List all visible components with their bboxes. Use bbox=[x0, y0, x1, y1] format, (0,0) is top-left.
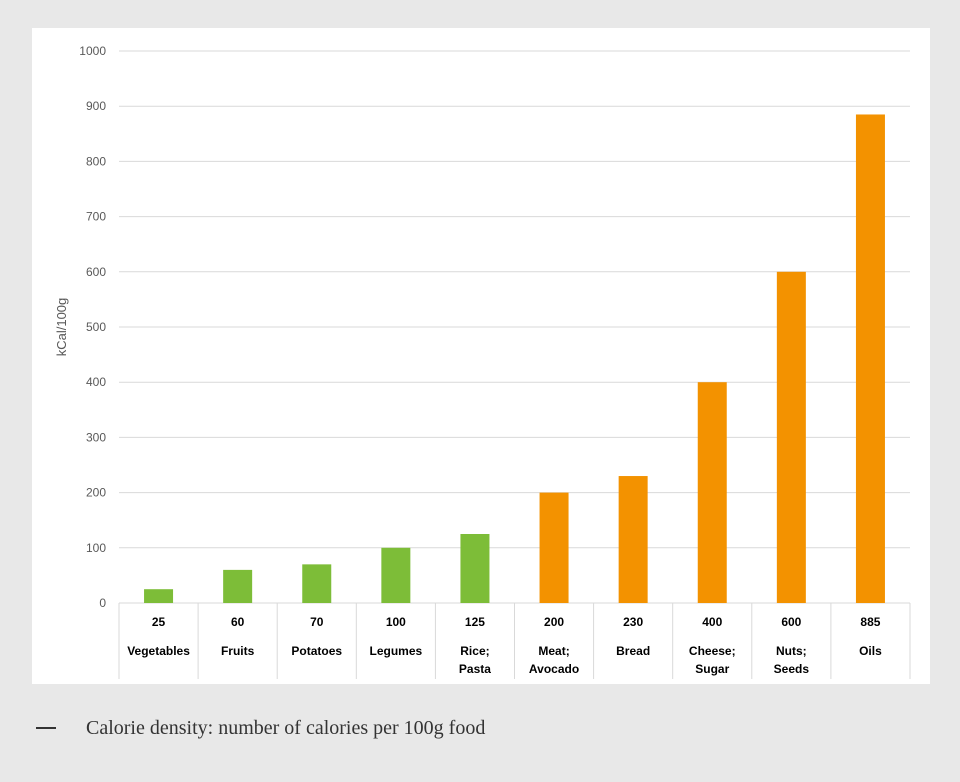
y-tick-label-800: 800 bbox=[86, 154, 106, 168]
bar-5 bbox=[539, 492, 569, 603]
y-tick-label-200: 200 bbox=[86, 486, 106, 500]
y-axis-title: kCal/100g bbox=[54, 298, 69, 357]
category-label-4-0: Rice; bbox=[460, 644, 489, 658]
y-tick-label-900: 900 bbox=[86, 99, 106, 113]
value-label-8: 600 bbox=[781, 615, 801, 629]
y-tick-label-300: 300 bbox=[86, 430, 106, 444]
category-label-8-0: Nuts; bbox=[776, 644, 807, 658]
y-tick-label-1000: 1000 bbox=[79, 44, 106, 58]
bar-4 bbox=[460, 534, 490, 603]
category-label-9-0: Oils bbox=[859, 644, 882, 658]
y-tick-label-600: 600 bbox=[86, 265, 106, 279]
category-label-2-0: Potatoes bbox=[291, 644, 342, 658]
y-tick-label-400: 400 bbox=[86, 375, 106, 389]
chart-panel: 0 100 200 300 400 500 600 700 800 900 1000 kCal/100… bbox=[32, 28, 930, 684]
calorie-density-chart: 0 100 200 300 400 500 600 700 800 900 1000 kCal/100… bbox=[54, 44, 911, 679]
bar-0 bbox=[144, 589, 174, 603]
bar-3 bbox=[381, 547, 411, 603]
figure-caption: Calorie density: number of calories per … bbox=[36, 712, 916, 744]
category-label-7-1: Sugar bbox=[695, 662, 729, 676]
bar-9 bbox=[855, 114, 885, 603]
bar-1 bbox=[223, 569, 253, 603]
y-tick-label-500: 500 bbox=[86, 320, 106, 334]
y-tick-label-100: 100 bbox=[86, 541, 106, 555]
bar-6 bbox=[618, 476, 648, 603]
value-label-9: 885 bbox=[860, 615, 880, 629]
bar-7 bbox=[697, 382, 727, 603]
category-label-7-0: Cheese; bbox=[689, 644, 736, 658]
y-tick-label-0: 0 bbox=[99, 596, 106, 610]
bar-2 bbox=[302, 564, 332, 603]
category-label-6-0: Bread bbox=[616, 644, 650, 658]
category-label-8-1: Seeds bbox=[774, 662, 810, 676]
value-label-6: 230 bbox=[623, 615, 643, 629]
value-label-5: 200 bbox=[544, 615, 564, 629]
value-label-2: 70 bbox=[310, 615, 324, 629]
category-label-1-0: Fruits bbox=[221, 644, 255, 658]
bar-8 bbox=[776, 271, 806, 603]
caption-text: Calorie density: number of calories per … bbox=[86, 716, 486, 739]
category-label-5-1: Avocado bbox=[529, 662, 579, 676]
value-label-0: 25 bbox=[152, 615, 166, 629]
value-label-3: 100 bbox=[386, 615, 406, 629]
caption-dash bbox=[36, 727, 56, 729]
y-tick-label-700: 700 bbox=[86, 210, 106, 224]
category-label-3-0: Legumes bbox=[370, 644, 423, 658]
value-label-1: 60 bbox=[231, 615, 245, 629]
category-label-4-1: Pasta bbox=[459, 662, 491, 676]
category-label-5-0: Meat; bbox=[538, 644, 569, 658]
value-label-4: 125 bbox=[465, 615, 485, 629]
value-label-7: 400 bbox=[702, 615, 722, 629]
category-label-0-0: Vegetables bbox=[127, 644, 190, 658]
